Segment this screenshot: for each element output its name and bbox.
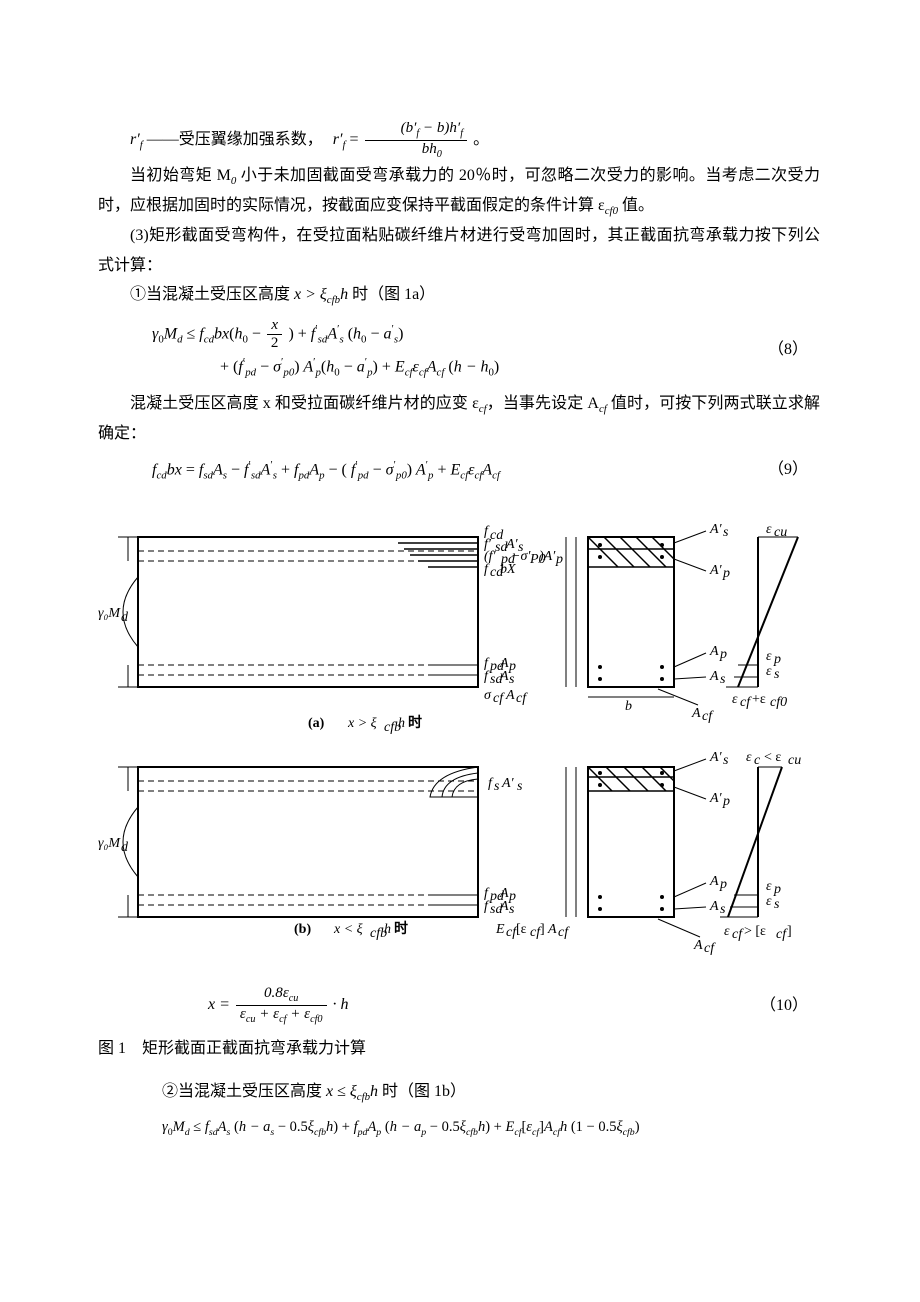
para-item-3: (3)矩形截面受弯构件，在受拉面粘贴碳纤维片材进行受弯加固时，其正截面抗弯承载力… (98, 221, 820, 280)
svg-text:< ε: < ε (764, 750, 781, 765)
para-initial-moment: 当初始弯矩 M0 小于未加固截面受弯承载力的 20％时，可忽略二次受力的影响。当… (98, 161, 820, 222)
svg-text:A: A (709, 644, 719, 659)
svg-text:cf: cf (704, 941, 716, 956)
svg-text:s: s (774, 897, 780, 912)
svg-text:γ₀M: γ₀M (98, 606, 121, 621)
svg-text:σ: σ (484, 688, 492, 703)
svg-text:s: s (494, 779, 500, 794)
svg-text:p: p (722, 794, 730, 809)
svg-text:c: c (754, 753, 761, 768)
svg-text:A′: A′ (709, 522, 723, 537)
svg-text:s: s (723, 753, 729, 768)
definition-r-prime-f: r′f ——受压翼缘加强系数， r′f = (b′f − b)h′f bh0 。 (98, 120, 820, 161)
svg-text:A′: A′ (709, 750, 723, 765)
svg-text:)A′: )A′ (538, 549, 556, 564)
svg-text:p: p (719, 647, 727, 662)
para-solve-note: 混凝土受压区高度 x 和受拉面碳纤维片材的应变 εcf，当事先设定 Acf 值时… (98, 389, 820, 449)
svg-text:cf: cf (493, 691, 505, 706)
svg-text:]: ] (540, 922, 545, 937)
figure-1-caption: 图 1 矩形截面正截面抗弯承载力计算 (98, 1034, 820, 1064)
svg-text:ε: ε (732, 692, 738, 707)
svg-text:时: 时 (408, 714, 422, 731)
svg-text:ε: ε (766, 522, 772, 537)
figure-1: γ₀Md fcd f′sdA′s (f′pd−σ′P0)A′p fcdbX fp… (98, 517, 820, 977)
svg-text:d: d (121, 610, 129, 625)
svg-text:> [ε: > [ε (744, 924, 766, 939)
svg-text:h: h (398, 716, 405, 731)
svg-text:A: A (691, 706, 701, 721)
svg-text:cf: cf (516, 691, 528, 706)
svg-text:时: 时 (394, 920, 408, 937)
svg-text:A′: A′ (501, 776, 515, 791)
equation-9: fcdbx = fsdAs − f′sdA′s + fpdAp − ( f′pd… (98, 449, 820, 492)
svg-text:A: A (499, 669, 509, 684)
svg-text:d: d (121, 840, 129, 855)
svg-text:A′: A′ (709, 791, 723, 806)
svg-text:A′: A′ (709, 563, 723, 578)
svg-text:(b): (b) (294, 922, 311, 937)
svg-text:h: h (384, 922, 391, 937)
svg-text:ε: ε (724, 924, 730, 939)
svg-text:A: A (709, 874, 719, 889)
svg-text:γ₀M: γ₀M (98, 836, 121, 851)
equation-8: γ0Md ≤ fcdbx(h0 − x2 ) + f′sdA′s (h0 − a… (98, 311, 820, 389)
svg-text:ε: ε (766, 879, 772, 894)
eq-num-9: （9） (768, 455, 820, 485)
equation-10: x = 0.8εcu εcu + εcf + εcf0 · h （10） (98, 979, 820, 1032)
svg-text:A: A (709, 669, 719, 684)
svg-text:p: p (555, 552, 563, 567)
svg-text:x < ξ: x < ξ (333, 922, 363, 937)
svg-text:cf: cf (740, 695, 752, 710)
para-case-1: ①当混凝土受压区高度 x > ξcfbh 时（图 1a） (98, 280, 820, 310)
svg-text:(a): (a) (308, 716, 325, 731)
svg-text:b: b (625, 699, 632, 714)
svg-text:cu: cu (788, 753, 801, 768)
svg-text:cf: cf (558, 925, 570, 940)
def-text: ——受压翼缘加强系数， (147, 131, 323, 148)
svg-text:A: A (505, 688, 515, 703)
svg-text:p: p (719, 877, 727, 892)
svg-text:ε: ε (766, 664, 772, 679)
svg-text:s: s (509, 902, 515, 917)
svg-text:x > ξ: x > ξ (347, 716, 377, 731)
equation-case2: γ0Md ≤ fsdAs (h − as − 0.5ξcfbh) + fpdAp… (98, 1108, 820, 1148)
svg-text:[ε: [ε (516, 922, 527, 937)
svg-text:s: s (720, 902, 726, 917)
eq-num-8: （8） (768, 335, 820, 365)
svg-text:p: p (773, 652, 781, 667)
svg-text:s: s (720, 672, 726, 687)
svg-text:cf: cf (702, 709, 714, 724)
para-case-2: ②当混凝土受压区高度 x ≤ ξcfbh 时（图 1b） (98, 1077, 820, 1107)
svg-text:bX: bX (500, 562, 516, 577)
svg-text:p: p (773, 882, 781, 897)
svg-text:cf0: cf0 (770, 695, 787, 710)
svg-text:ε: ε (746, 750, 752, 765)
svg-text:E: E (495, 922, 505, 937)
svg-text:s: s (517, 779, 523, 794)
svg-text:A: A (693, 938, 703, 953)
svg-text:A: A (547, 922, 557, 937)
svg-text:cu: cu (774, 525, 787, 540)
svg-text:ε: ε (766, 649, 772, 664)
svg-text:s: s (723, 525, 729, 540)
svg-text:p: p (722, 566, 730, 581)
svg-text:+ε: +ε (752, 692, 766, 707)
svg-text:]: ] (787, 924, 792, 939)
svg-text:ε: ε (766, 894, 772, 909)
svg-text:s: s (774, 667, 780, 682)
eq-num-10: （10） (760, 991, 820, 1021)
svg-text:s: s (509, 672, 515, 687)
svg-text:A: A (709, 899, 719, 914)
svg-text:cf: cf (732, 927, 744, 942)
svg-text:A: A (499, 899, 509, 914)
